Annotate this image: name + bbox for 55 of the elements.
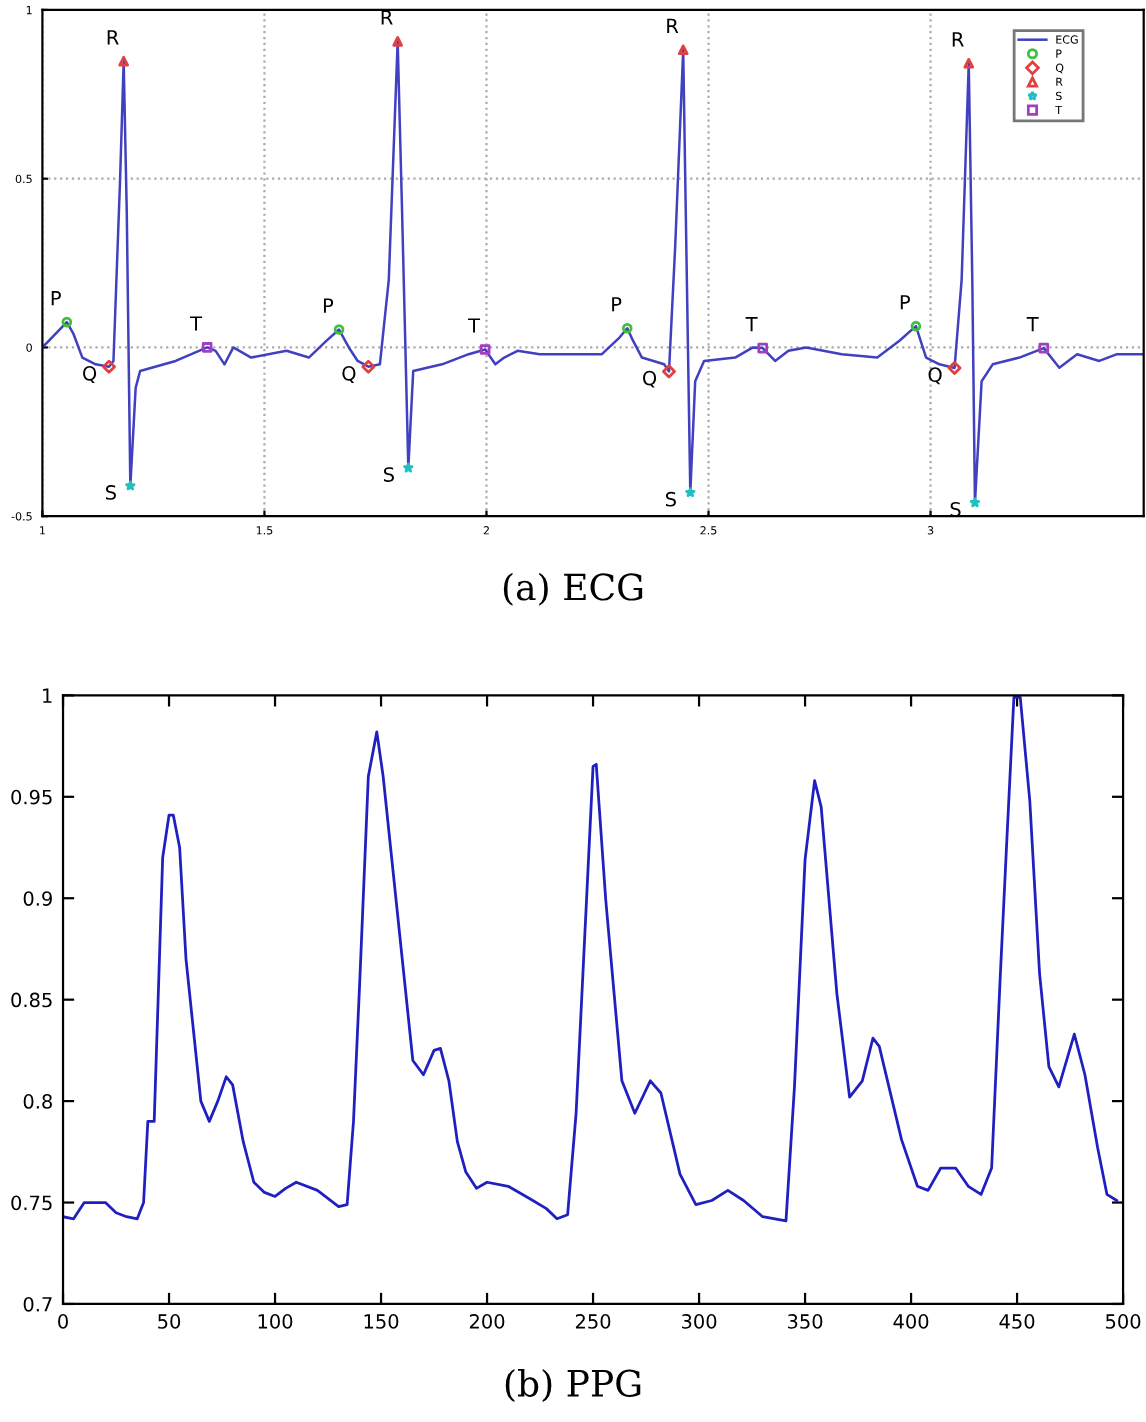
- point: [1038, 342, 1050, 354]
- x-tick-label: 400: [893, 1314, 929, 1329]
- point: [403, 462, 414, 473]
- annotation: Q: [928, 367, 942, 385]
- x-tick-label: 250: [575, 1314, 611, 1329]
- annotation: T: [745, 317, 758, 332]
- point: [118, 55, 129, 67]
- x-tick-label: 50: [158, 1314, 181, 1329]
- y-tick-label: 0.8: [23, 1094, 52, 1109]
- y-tick-label: 0.85: [11, 992, 52, 1008]
- annotation: S: [105, 485, 116, 500]
- annotation: Q: [342, 365, 356, 383]
- text: (a) ECG: [503, 572, 643, 606]
- annotation: P: [612, 297, 622, 312]
- annotation: P: [323, 298, 334, 313]
- point: [947, 361, 962, 375]
- annotation: T: [468, 318, 481, 333]
- annotation: R: [952, 32, 964, 47]
- point: [102, 359, 116, 374]
- x-tick-label: 150: [364, 1314, 399, 1329]
- y-tick-label: 0.95: [11, 789, 52, 805]
- point: [662, 364, 676, 379]
- point: [677, 44, 689, 56]
- annotation: Q: [642, 370, 657, 388]
- x-tick-label: 0: [58, 1314, 68, 1329]
- point: [757, 342, 769, 354]
- point: [201, 342, 213, 353]
- x-tick-label: 100: [258, 1314, 293, 1329]
- annotation: P: [900, 295, 910, 310]
- x-tick-label: 200: [469, 1314, 505, 1329]
- annotation: Q: [83, 365, 97, 383]
- point: [963, 57, 975, 69]
- y-tick-label: 0.7: [23, 1296, 52, 1312]
- text: (b) PPG: [505, 1368, 641, 1403]
- x-tick-label: 450: [999, 1314, 1035, 1329]
- y-tick-label: 1: [43, 688, 52, 703]
- line-series: [63, 696, 1119, 1223]
- x-tick-label: 350: [787, 1314, 823, 1329]
- annotation: R: [107, 30, 119, 45]
- x-tick-label: 300: [681, 1314, 717, 1329]
- annotation: P: [51, 291, 61, 306]
- annotation: R: [667, 18, 679, 33]
- annotation: T: [1026, 317, 1039, 332]
- point: [125, 480, 136, 491]
- point: [479, 344, 491, 355]
- point: [392, 36, 403, 47]
- annotation: S: [665, 491, 676, 507]
- point: [969, 497, 981, 508]
- y-tick-label: 0.75: [11, 1195, 52, 1211]
- annotation: S: [383, 467, 394, 482]
- point: [685, 487, 696, 498]
- y-tick-label: 0.9: [23, 891, 52, 906]
- x-tick-label: 500: [1106, 1314, 1141, 1329]
- point: [361, 359, 376, 374]
- annotation: T: [190, 316, 203, 331]
